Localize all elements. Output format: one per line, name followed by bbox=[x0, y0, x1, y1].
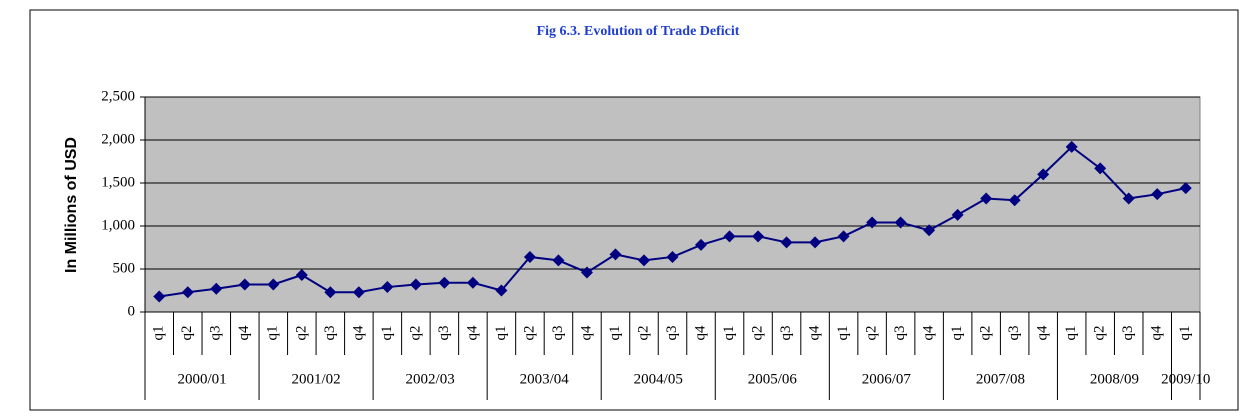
chart-title: Fig 6.3. Evolution of Trade Deficit bbox=[537, 24, 740, 39]
x-tick-label: q1 bbox=[379, 326, 395, 341]
x-group-label: 2002/03 bbox=[406, 371, 455, 387]
x-tick-label: q4 bbox=[464, 325, 480, 341]
data-point bbox=[1037, 168, 1050, 181]
x-tick-label: q3 bbox=[322, 326, 338, 341]
x-tick-label: q4 bbox=[1035, 325, 1051, 341]
data-point bbox=[210, 282, 223, 295]
x-tick-label: q4 bbox=[807, 325, 823, 341]
x-tick-label: q3 bbox=[1120, 326, 1136, 341]
y-tick-label: 500 bbox=[113, 260, 136, 276]
data-point bbox=[809, 236, 822, 249]
y-tick-label: 0 bbox=[128, 303, 136, 319]
y-tick-label: 2,500 bbox=[101, 88, 135, 104]
x-tick-label: q3 bbox=[436, 326, 452, 341]
x-tick-label: q3 bbox=[208, 326, 224, 341]
x-group-label: 2006/07 bbox=[862, 371, 912, 387]
data-point bbox=[153, 290, 166, 303]
data-point bbox=[238, 278, 251, 291]
data-point bbox=[1179, 182, 1192, 195]
x-group-label: 2009/10 bbox=[1161, 371, 1210, 387]
x-tick-label: q1 bbox=[493, 326, 509, 341]
data-point bbox=[780, 236, 793, 249]
x-tick-label: q4 bbox=[921, 325, 937, 341]
x-group-label: 2005/06 bbox=[748, 371, 798, 387]
x-tick-label: q4 bbox=[236, 325, 252, 341]
x-tick-label: q4 bbox=[350, 325, 366, 341]
y-tick-label: 1,500 bbox=[101, 174, 135, 190]
data-point bbox=[381, 281, 394, 294]
x-tick-label: q1 bbox=[1177, 326, 1193, 341]
x-tick-label: q1 bbox=[607, 326, 623, 341]
x-group-label: 2008/09 bbox=[1090, 371, 1139, 387]
x-group-label: 2003/04 bbox=[520, 371, 570, 387]
data-point bbox=[267, 278, 280, 291]
x-tick-label: q4 bbox=[1149, 325, 1165, 341]
x-tick-label: q3 bbox=[550, 326, 566, 341]
y-tick-label: 2,000 bbox=[101, 131, 135, 147]
x-tick-label: q1 bbox=[151, 326, 167, 341]
data-point bbox=[1151, 188, 1164, 201]
plot-area bbox=[144, 96, 1201, 313]
x-tick-label: q1 bbox=[1063, 326, 1079, 341]
data-point bbox=[1094, 162, 1107, 175]
data-point bbox=[752, 230, 765, 243]
y-tick-label: 1,000 bbox=[101, 217, 135, 233]
x-group-label: 2004/05 bbox=[634, 371, 683, 387]
data-point bbox=[580, 266, 593, 279]
x-tick-label: q4 bbox=[692, 325, 708, 341]
data-point bbox=[866, 216, 879, 229]
data-point bbox=[609, 248, 622, 261]
data-point bbox=[837, 230, 850, 243]
data-point bbox=[980, 192, 993, 205]
data-point bbox=[324, 286, 337, 299]
x-tick-label: q2 bbox=[179, 326, 195, 341]
x-tick-label: q4 bbox=[578, 325, 594, 341]
x-group-label: 2000/01 bbox=[177, 371, 226, 387]
x-tick-label: q2 bbox=[407, 326, 423, 341]
data-point bbox=[723, 230, 736, 243]
data-point bbox=[352, 286, 365, 299]
data-point bbox=[666, 250, 679, 263]
data-point bbox=[1122, 192, 1135, 205]
data-point bbox=[894, 216, 907, 229]
x-tick-label: q2 bbox=[293, 326, 309, 341]
data-point bbox=[295, 269, 308, 282]
data-point bbox=[409, 278, 422, 291]
data-point bbox=[495, 284, 508, 297]
x-tick-label: q3 bbox=[1006, 326, 1022, 341]
x-tick-label: q2 bbox=[521, 326, 537, 341]
data-point bbox=[951, 208, 964, 221]
data-point bbox=[1008, 194, 1021, 207]
x-group-label: 2001/02 bbox=[291, 371, 340, 387]
x-tick-label: q1 bbox=[949, 326, 965, 341]
data-point bbox=[438, 276, 451, 289]
x-tick-label: q3 bbox=[778, 326, 794, 341]
x-tick-label: q1 bbox=[265, 326, 281, 341]
x-tick-label: q1 bbox=[835, 326, 851, 341]
x-tick-label: q1 bbox=[721, 326, 737, 341]
x-tick-label: q2 bbox=[749, 326, 765, 341]
x-tick-label: q3 bbox=[892, 326, 908, 341]
data-point bbox=[1065, 140, 1078, 153]
data-point bbox=[181, 286, 194, 299]
x-tick-label: q3 bbox=[664, 326, 680, 341]
data-point bbox=[466, 276, 479, 289]
data-point bbox=[637, 254, 650, 267]
data-point bbox=[552, 254, 565, 267]
y-axis-label: In Millions of USD bbox=[63, 137, 80, 273]
x-tick-label: q2 bbox=[1092, 326, 1108, 341]
x-tick-label: q2 bbox=[978, 326, 994, 341]
data-point bbox=[523, 250, 536, 263]
x-tick-label: q2 bbox=[864, 326, 880, 341]
x-tick-label: q2 bbox=[635, 326, 651, 341]
x-group-label: 2007/08 bbox=[976, 371, 1025, 387]
data-point bbox=[695, 238, 708, 251]
data-point bbox=[923, 224, 936, 237]
